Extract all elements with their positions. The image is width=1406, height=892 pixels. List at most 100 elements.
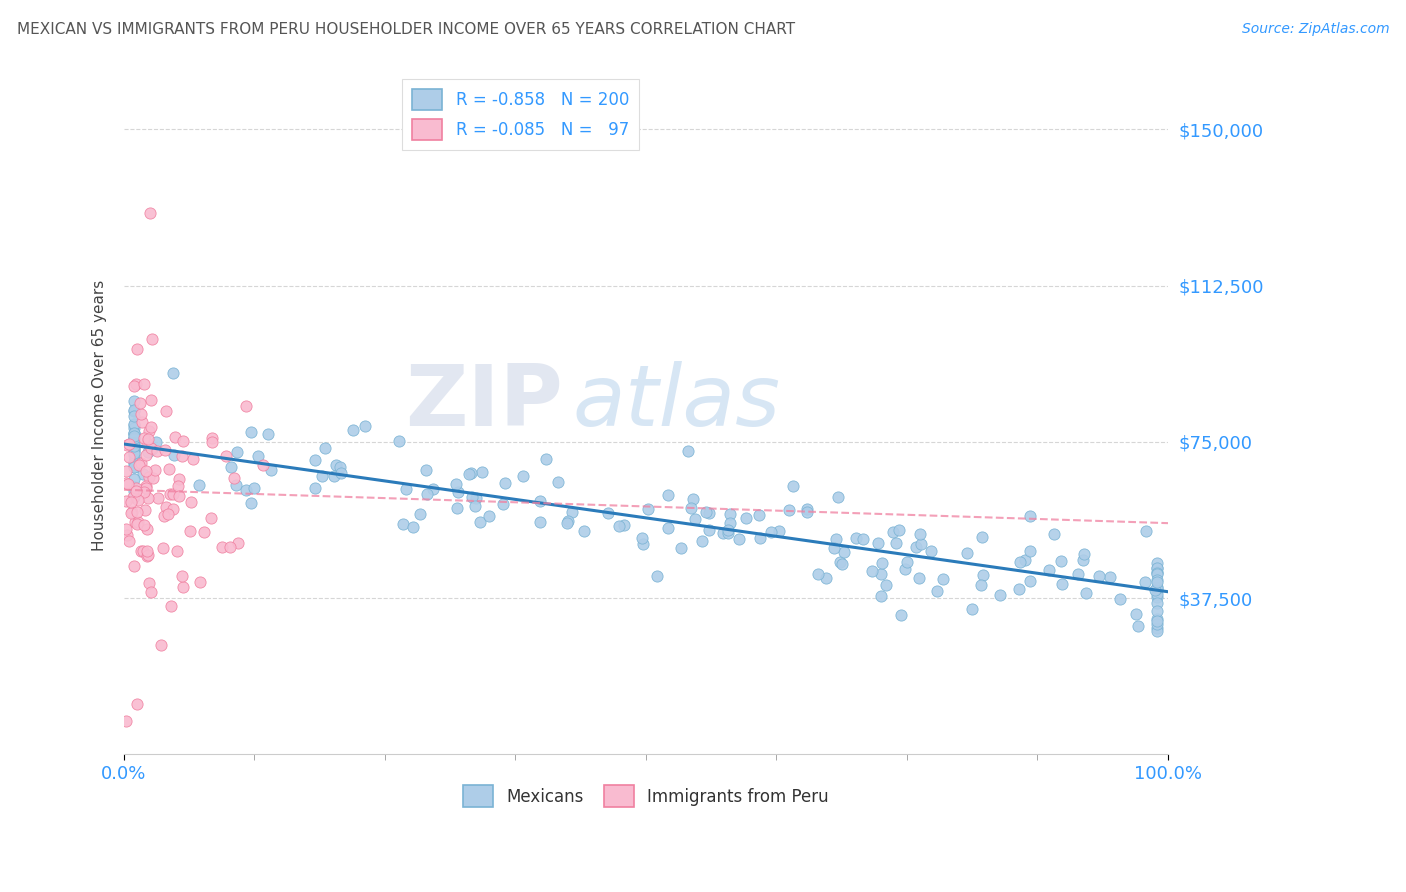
Point: [138, 424, 160, 438]
Point: [870, 566, 893, 581]
Point: [139, 585, 162, 599]
Point: [118, 533, 141, 548]
Point: [139, 393, 162, 408]
Point: [1146, 567, 1168, 582]
Point: [125, 484, 148, 499]
Point: [631, 531, 654, 545]
Point: [172, 449, 194, 463]
Point: [129, 408, 152, 422]
Point: [735, 511, 758, 525]
Point: [226, 445, 249, 459]
Point: [124, 437, 146, 451]
Point: [1146, 573, 1168, 587]
Point: [478, 508, 501, 523]
Point: [1008, 582, 1031, 597]
Point: [460, 466, 482, 480]
Point: [446, 501, 468, 516]
Point: [124, 441, 146, 455]
Point: [869, 589, 891, 603]
Point: [235, 483, 257, 497]
Point: [970, 578, 993, 592]
Point: [1073, 547, 1095, 561]
Point: [115, 464, 138, 478]
Point: [925, 584, 948, 599]
Point: [325, 458, 347, 473]
Point: [1125, 607, 1147, 621]
Point: [135, 482, 157, 496]
Point: [172, 569, 194, 583]
Point: [633, 537, 655, 551]
Point: [134, 503, 156, 517]
Point: [607, 519, 630, 533]
Point: [215, 449, 238, 463]
Point: [145, 434, 167, 449]
Point: [884, 536, 907, 550]
Point: [179, 524, 201, 538]
Point: [311, 469, 333, 483]
Point: [129, 544, 152, 558]
Point: [156, 507, 179, 521]
Point: [172, 434, 194, 449]
Point: [120, 507, 142, 521]
Point: [304, 481, 326, 495]
Point: [1076, 586, 1098, 600]
Point: [690, 534, 713, 549]
Point: [180, 495, 202, 509]
Point: [124, 426, 146, 441]
Point: [127, 492, 149, 507]
Text: atlas: atlas: [572, 360, 780, 444]
Point: [852, 532, 875, 546]
Point: [574, 524, 596, 538]
Point: [1042, 527, 1064, 541]
Point: [124, 455, 146, 469]
Point: [160, 599, 183, 613]
Point: [529, 493, 551, 508]
Point: [1143, 583, 1166, 598]
Point: [1146, 624, 1168, 639]
Point: [163, 448, 186, 462]
Point: [1146, 580, 1168, 594]
Point: [561, 505, 583, 519]
Point: [115, 528, 138, 542]
Point: [201, 435, 224, 450]
Point: [247, 450, 270, 464]
Point: [1067, 567, 1090, 582]
Point: [464, 499, 486, 513]
Point: [226, 536, 249, 550]
Point: [1146, 560, 1168, 574]
Point: [201, 431, 224, 445]
Point: [1146, 621, 1168, 635]
Point: [124, 429, 146, 443]
Point: [124, 480, 146, 494]
Point: [124, 431, 146, 445]
Point: [904, 541, 927, 555]
Point: [1146, 614, 1168, 628]
Point: [557, 514, 579, 528]
Point: [827, 490, 849, 504]
Point: [157, 462, 180, 476]
Point: [131, 415, 153, 429]
Point: [444, 476, 467, 491]
Text: Source: ZipAtlas.com: Source: ZipAtlas.com: [1241, 22, 1389, 37]
Point: [831, 558, 853, 572]
Point: [512, 469, 534, 483]
Point: [718, 507, 741, 521]
Point: [117, 476, 139, 491]
Point: [115, 522, 138, 536]
Point: [200, 511, 222, 525]
Point: [127, 505, 149, 519]
Point: [136, 549, 159, 563]
Point: [124, 417, 146, 432]
Point: [657, 488, 679, 502]
Point: [492, 498, 515, 512]
Point: [728, 532, 751, 546]
Point: [683, 512, 706, 526]
Point: [135, 543, 157, 558]
Point: [908, 571, 931, 585]
Point: [135, 479, 157, 493]
Point: [868, 536, 890, 550]
Point: [211, 540, 233, 554]
Point: [155, 403, 177, 417]
Point: [768, 524, 790, 538]
Point: [669, 541, 692, 556]
